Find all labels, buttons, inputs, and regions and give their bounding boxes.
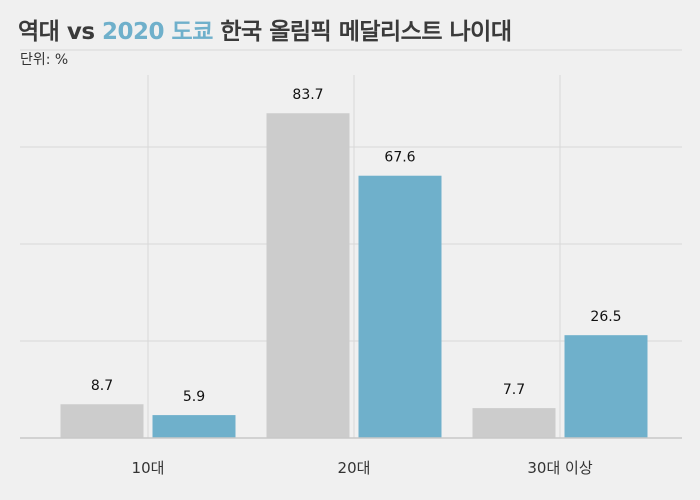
data-label-historical-2: 83.7	[292, 87, 323, 103]
data-label-tokyo-3: 26.5	[590, 309, 621, 325]
bar-historical-2	[266, 113, 350, 438]
data-label-historical-3: 7.7	[503, 382, 525, 398]
bar-historical-1	[60, 404, 144, 438]
title-part2: 한국 올림픽 메달리스트 나이대	[212, 19, 512, 45]
title-accent: 2020 도쿄	[102, 19, 213, 45]
bar-historical-3	[472, 408, 556, 438]
chart-title: 역대 vs 2020 도쿄 한국 올림픽 메달리스트 나이대	[18, 12, 512, 46]
x-tick-label-2: 20대	[338, 459, 371, 477]
title-part1: 역대 vs	[18, 19, 103, 45]
data-label-tokyo-1: 5.9	[183, 389, 205, 405]
chart-subtitle: 단위: %	[20, 52, 69, 68]
data-label-tokyo-2: 67.6	[384, 150, 415, 166]
bar-tokyo-2	[358, 175, 442, 438]
x-tick-label-1: 10대	[132, 459, 165, 477]
bar-tokyo-1	[152, 415, 236, 438]
data-label-historical-1: 8.7	[91, 378, 113, 394]
x-tick-label-3: 30대 이상	[527, 459, 592, 477]
bar-tokyo-3	[564, 335, 648, 438]
